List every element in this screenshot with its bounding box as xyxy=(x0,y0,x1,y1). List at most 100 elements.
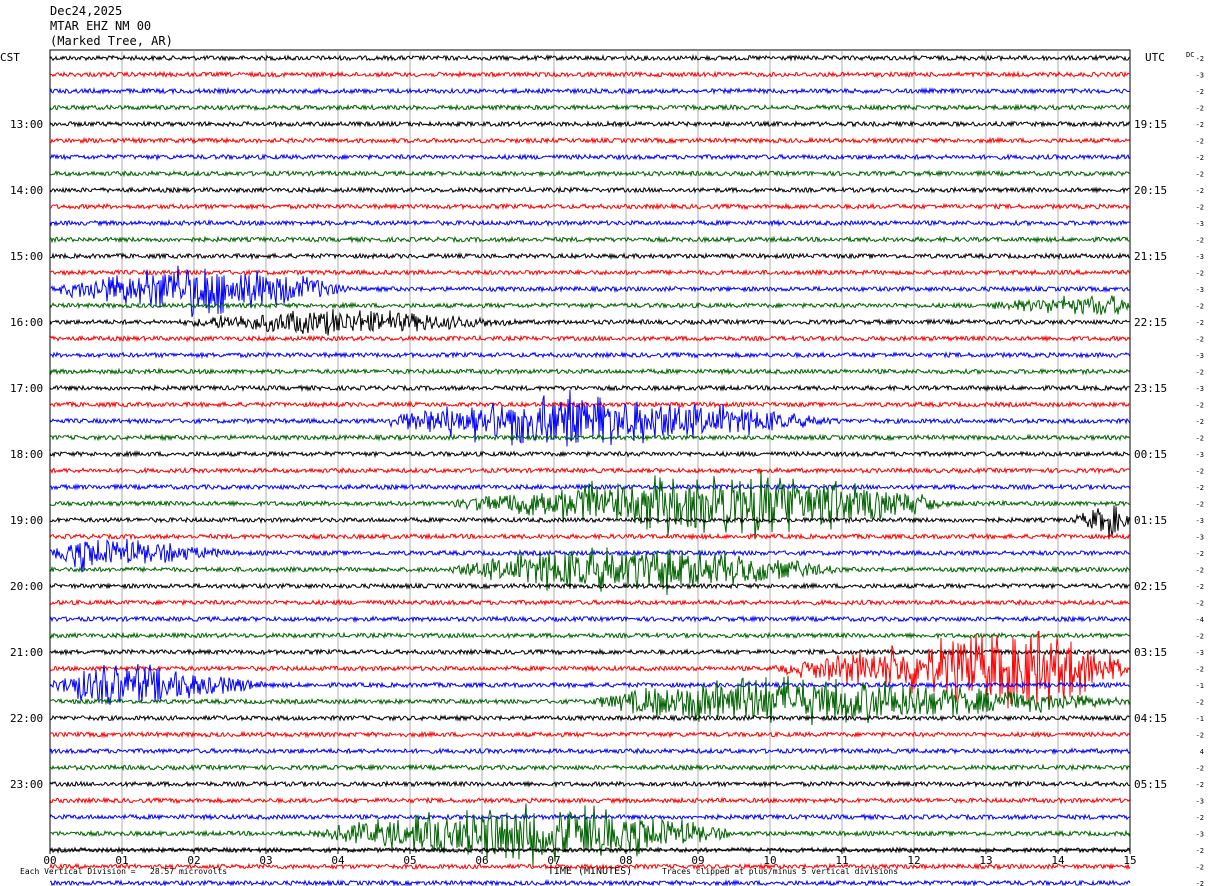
seismic-trace xyxy=(49,169,1131,178)
cst-hour-label: 16:00 xyxy=(10,316,43,329)
dc-offset-label: -2 xyxy=(1196,847,1204,855)
x-tick-label: 11 xyxy=(835,854,848,867)
seismic-trace xyxy=(49,202,1131,211)
dc-offset-label: -2 xyxy=(1196,402,1204,410)
x-tick-label: 04 xyxy=(331,854,345,867)
utc-hour-label: 22:15 xyxy=(1134,316,1167,329)
right-axis-label: UTC xyxy=(1145,51,1165,64)
seismic-trace xyxy=(49,763,1131,772)
dc-offset-label: -2 xyxy=(1196,666,1204,674)
chart-date: Dec24,2025 xyxy=(50,4,123,18)
dc-offset-label: -2 xyxy=(1196,781,1204,789)
cst-hour-label: 17:00 xyxy=(10,382,43,395)
seismic-trace xyxy=(49,878,1131,886)
left-axis-label: CST xyxy=(0,51,20,64)
seismic-trace xyxy=(49,351,1131,360)
x-tick-label: 03 xyxy=(259,854,272,867)
dc-offset-label: -3 xyxy=(1196,534,1204,542)
cst-hour-label: 19:00 xyxy=(10,514,43,527)
dc-offset-label: -2 xyxy=(1196,633,1204,641)
dc-offset-label: -2 xyxy=(1196,600,1204,608)
seismic-trace xyxy=(49,384,1131,393)
utc-hour-label: 20:15 xyxy=(1134,184,1167,197)
seismic-trace xyxy=(49,389,1131,447)
chart-location: (Marked Tree, AR) xyxy=(50,34,173,48)
dc-offset-label: -2 xyxy=(1196,105,1204,113)
dc-offset-label: -2 xyxy=(1196,583,1204,591)
cst-hour-label: 18:00 xyxy=(10,448,43,461)
dc-offset-label: -2 xyxy=(1196,336,1204,344)
seismic-trace xyxy=(49,714,1131,722)
x-tick-label: 12 xyxy=(907,854,920,867)
cst-hour-label: 14:00 xyxy=(10,184,43,197)
dc-offset-label: -3 xyxy=(1196,451,1204,459)
seismic-trace xyxy=(49,780,1131,789)
dc-offset-label: -2 xyxy=(1196,237,1204,245)
x-tick-label: 08 xyxy=(619,854,632,867)
utc-hour-label: 03:15 xyxy=(1134,646,1167,659)
seismic-trace xyxy=(49,119,1131,129)
seismic-trace xyxy=(49,532,1131,541)
seismic-trace xyxy=(49,615,1131,624)
cst-hour-label: 22:00 xyxy=(10,712,43,725)
x-tick-label: 02 xyxy=(187,854,200,867)
seismic-trace xyxy=(49,547,1131,596)
dc-offset-label: -4 xyxy=(1196,616,1204,624)
x-tick-label: 15 xyxy=(1123,854,1136,867)
cst-hour-label: 23:00 xyxy=(10,778,43,791)
dc-offset-label: -2 xyxy=(1196,369,1204,377)
seismic-trace xyxy=(49,664,1131,705)
seismic-trace xyxy=(49,433,1131,442)
cst-hour-label: 20:00 xyxy=(10,580,43,593)
footer-scale-note: Each Vertical Division = 28.57 microvolt… xyxy=(20,867,228,876)
plot-frame xyxy=(49,49,1131,851)
dc-offset-label: -2 xyxy=(1196,468,1204,476)
seismic-trace xyxy=(49,265,1131,318)
x-tick-label: 10 xyxy=(763,854,776,867)
x-axis-label: TIME (MINUTES) xyxy=(548,866,632,877)
dc-offset-label: -2 xyxy=(1196,484,1204,492)
seismic-trace xyxy=(49,235,1131,244)
dc-offset-label: -2 xyxy=(1196,550,1204,558)
seismic-trace xyxy=(49,581,1131,591)
dc-offset-label: -2 xyxy=(1196,270,1204,278)
dc-offset-label: -2 xyxy=(1196,765,1204,773)
x-tick-label: 00 xyxy=(43,854,56,867)
dc-offset-label: -3 xyxy=(1196,72,1204,80)
seismic-trace xyxy=(49,218,1131,227)
seismic-trace xyxy=(49,647,1131,657)
seismic-trace xyxy=(49,796,1131,805)
dc-offset-label: -2 xyxy=(1196,171,1204,179)
seismic-trace xyxy=(49,598,1131,607)
dc-offset-label: -2 xyxy=(1196,418,1204,426)
seismic-trace xyxy=(49,813,1131,822)
dc-offset-label: -3 xyxy=(1196,286,1204,294)
dc-offset-label: -2 xyxy=(1196,732,1204,740)
seismic-trace xyxy=(49,86,1131,96)
utc-hour-label: 01:15 xyxy=(1134,514,1167,527)
seismic-trace xyxy=(49,186,1130,195)
seismic-trace xyxy=(49,294,1131,316)
dc-offset-label: -2 xyxy=(1196,138,1204,146)
utc-hour-label: 05:15 xyxy=(1134,778,1167,791)
seismic-trace xyxy=(49,730,1131,739)
dc-offset-label: -1 xyxy=(1196,682,1204,690)
dc-offset-label: -1 xyxy=(1196,715,1204,723)
utc-hour-label: 02:15 xyxy=(1134,580,1167,593)
dc-offset-label: -2 xyxy=(1196,187,1204,195)
dc-offset-label: -2 xyxy=(1196,864,1204,872)
dc-offset-label: -3 xyxy=(1196,253,1204,261)
dc-offset-label: -3 xyxy=(1196,649,1204,657)
seismic-trace xyxy=(49,400,1131,409)
dc-offset-label: -2 xyxy=(1196,880,1204,886)
dc-offset-label: -3 xyxy=(1196,220,1204,228)
seismic-trace xyxy=(49,630,1131,710)
seismic-trace xyxy=(49,450,1131,459)
seismic-trace xyxy=(49,309,1131,336)
seismic-trace xyxy=(49,862,1131,871)
utc-hour-label: 19:15 xyxy=(1134,118,1167,131)
utc-hour-label: 23:15 xyxy=(1134,382,1167,395)
dc-offset-label: 4 xyxy=(1200,748,1204,756)
dc-offset-label: -3 xyxy=(1196,352,1204,360)
